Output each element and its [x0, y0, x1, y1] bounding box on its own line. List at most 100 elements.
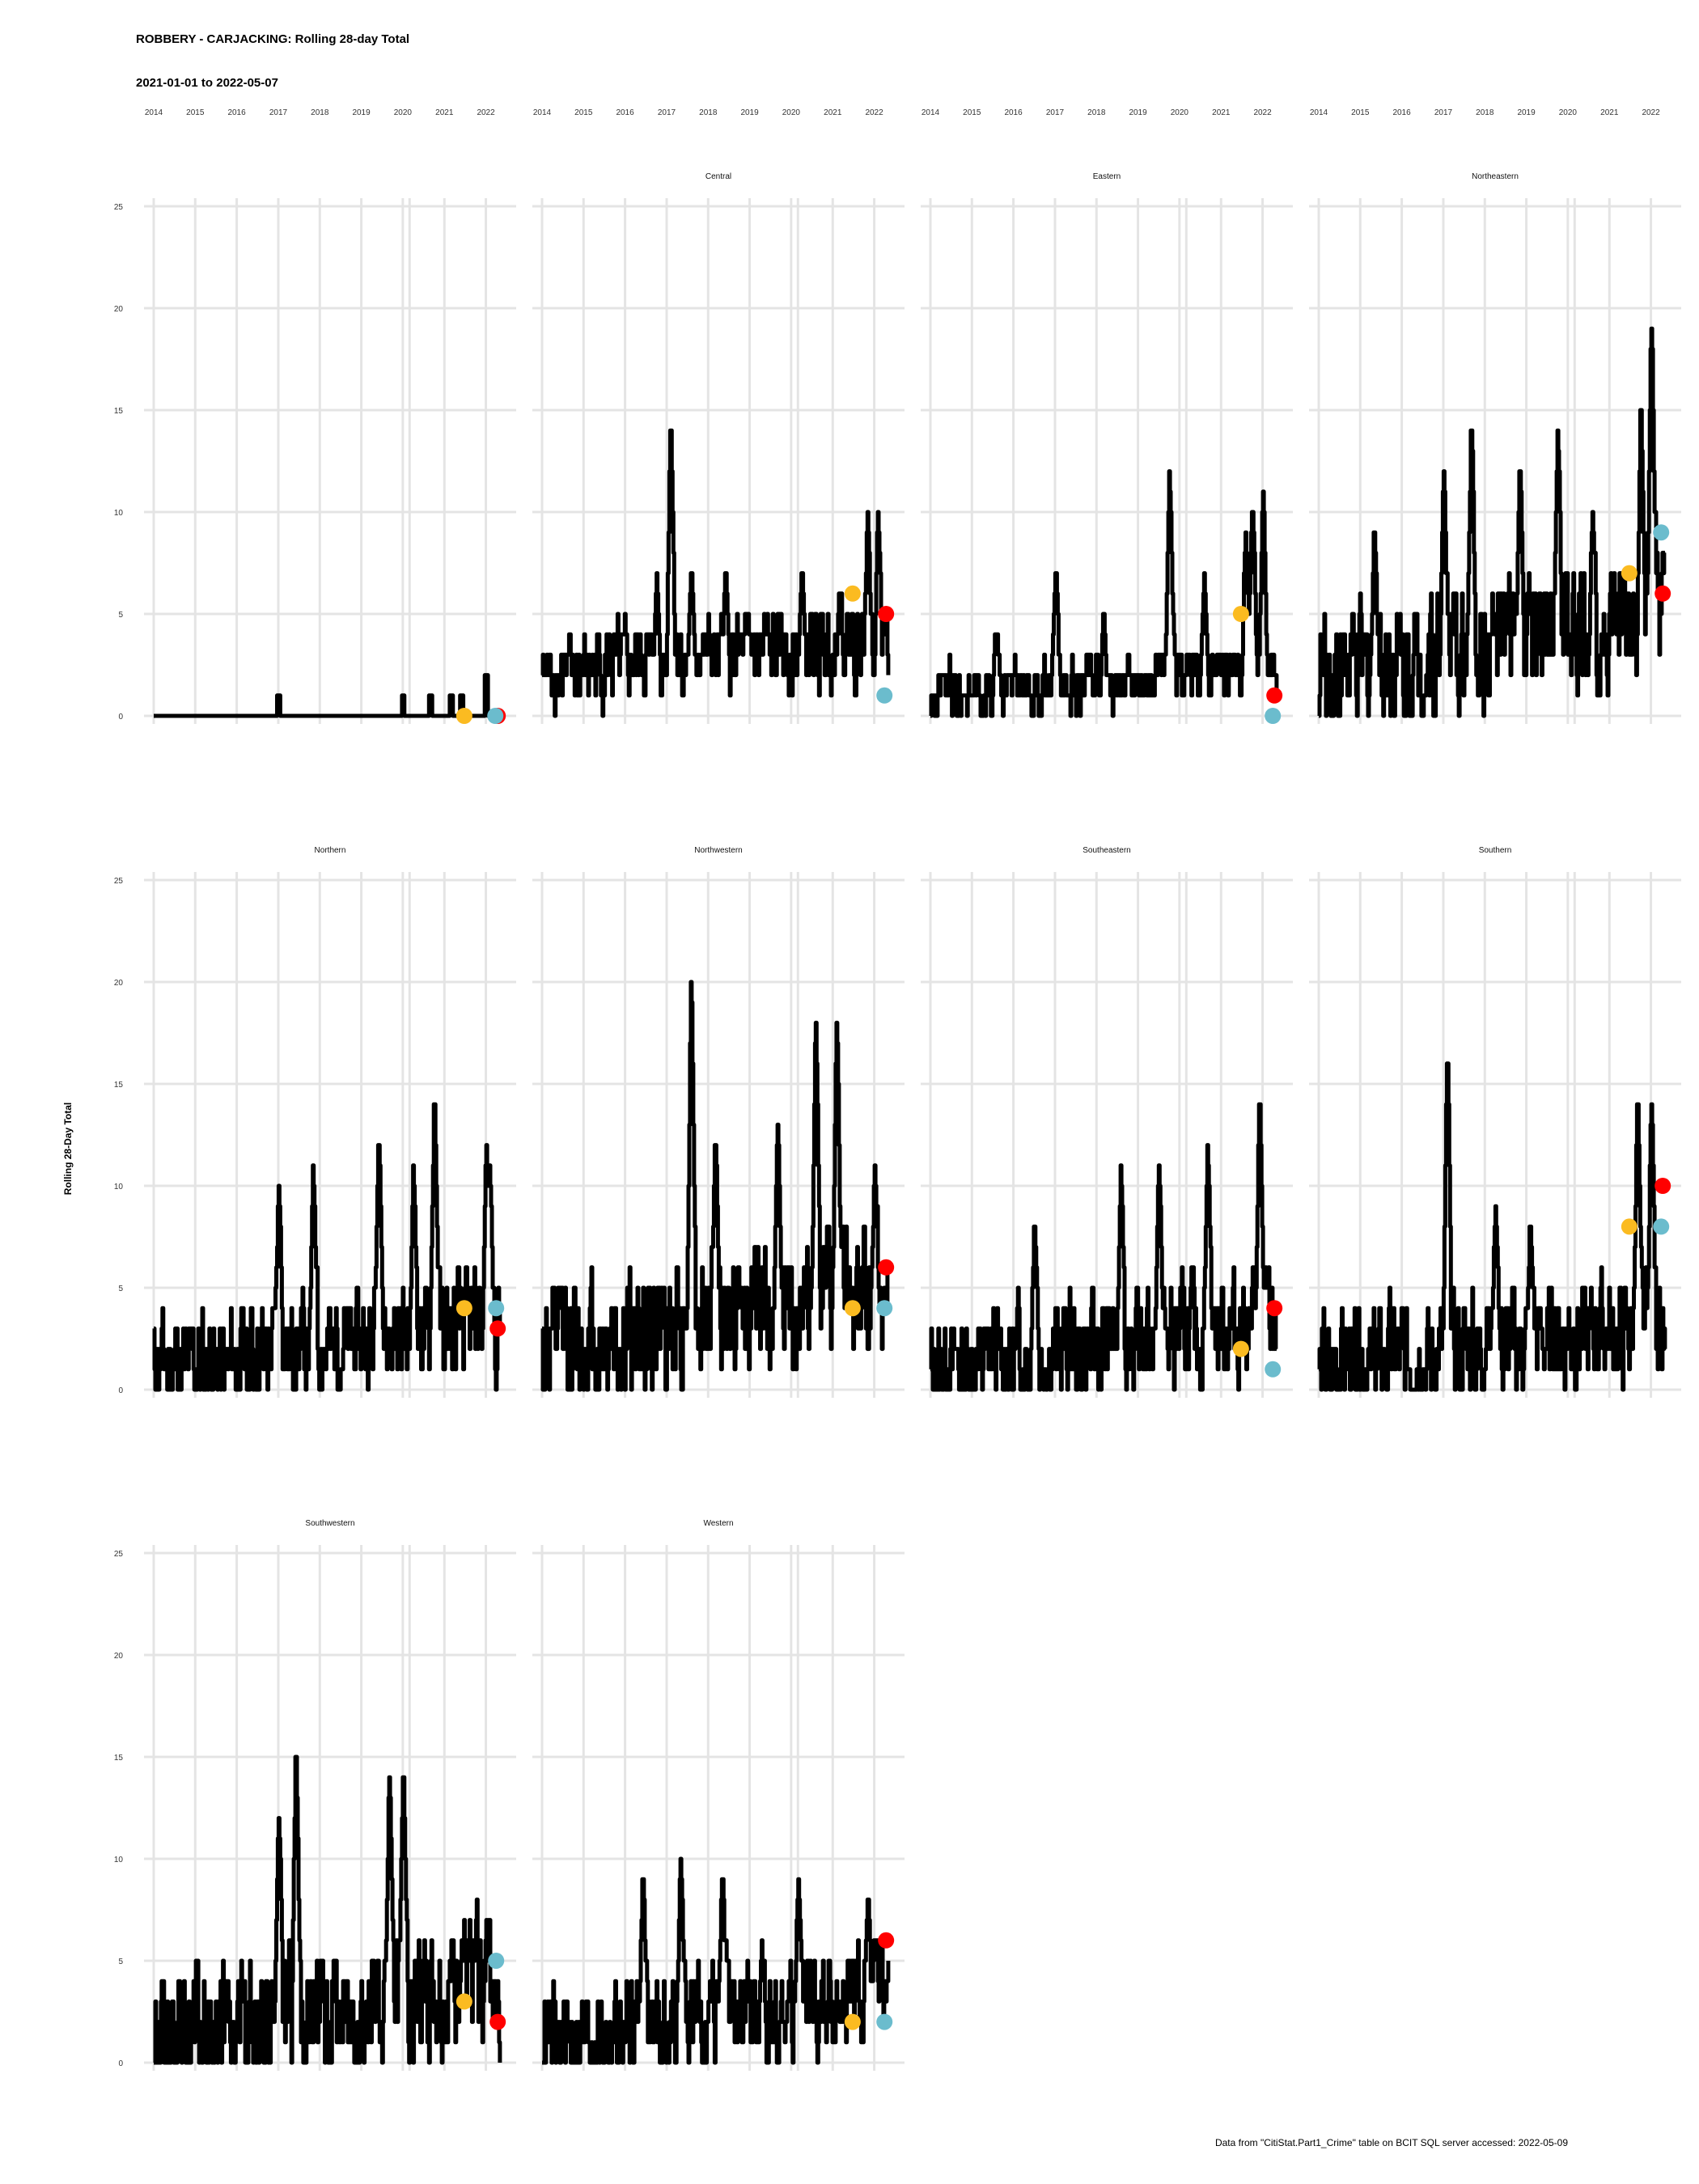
blue-point — [488, 1953, 505, 1969]
x-tick-label: 2021 — [1600, 108, 1619, 117]
y-tick-label: 25 — [114, 1550, 124, 1559]
x-tick-label: 2017 — [1046, 108, 1065, 117]
x-tick-label: 2014 — [145, 108, 163, 117]
x-tick-label: 2021 — [824, 108, 842, 117]
y-tick-label: 20 — [114, 305, 124, 314]
x-tick-label: 2016 — [227, 108, 246, 117]
y-tick-label: 0 — [118, 1386, 123, 1395]
facet-panel: Southwestern 0 5 10 15 20 25 — [114, 1519, 516, 2071]
x-tick-label: 2018 — [1476, 108, 1494, 117]
series-line — [540, 980, 890, 1392]
x-tick-label: 2019 — [352, 108, 371, 117]
x-tick-label: 2016 — [1392, 108, 1411, 117]
x-tick-label: 2022 — [477, 108, 495, 117]
yellow-point — [455, 1300, 472, 1317]
facet-title: Northeastern — [1472, 172, 1519, 181]
y-tick-label: 0 — [118, 2059, 123, 2068]
y-tick-label: 10 — [114, 509, 124, 518]
y-tick-label: 5 — [118, 1285, 123, 1293]
facet-panel: Northwestern — [532, 846, 905, 1398]
x-tick-label: 2018 — [311, 108, 329, 117]
x-tick-label: 2019 — [740, 108, 759, 117]
y-axis-label: Rolling 28-Day Total — [62, 1103, 74, 1195]
x-tick-label: 2021 — [435, 108, 454, 117]
facet-title: Northern — [315, 846, 346, 855]
x-tick-label: 2019 — [1517, 108, 1536, 117]
x-tick-label: 2018 — [699, 108, 718, 117]
yellow-point — [455, 708, 472, 724]
series-line — [152, 673, 502, 718]
facet-title: Northwestern — [694, 846, 742, 855]
x-tick-label: 2022 — [865, 108, 883, 117]
series-line — [152, 1102, 502, 1392]
red-point — [1266, 687, 1283, 704]
series-line — [152, 1754, 502, 2065]
y-tick-label: 5 — [118, 1958, 123, 1966]
y-tick-label: 15 — [114, 407, 124, 416]
facet-panel: Central 2014 2015 2016 2017 2018 2019 2020 2021 2… — [532, 108, 905, 724]
x-tick-label: 2015 — [963, 108, 981, 117]
facet-title: Southeastern — [1083, 846, 1131, 855]
y-tick-label: 20 — [114, 1652, 124, 1661]
yellow-point — [1232, 606, 1249, 622]
y-tick-label: 5 — [118, 611, 123, 620]
x-tick-label: 2015 — [574, 108, 593, 117]
blue-point — [488, 1300, 505, 1317]
series-line — [540, 1856, 891, 2065]
yellow-point — [844, 2013, 861, 2030]
chart-subtitle: 2021-01-01 to 2022-05-07 — [136, 76, 278, 90]
x-tick-label: 2014 — [922, 108, 940, 117]
y-tick-label: 25 — [114, 203, 124, 212]
x-tick-label: 2016 — [1004, 108, 1023, 117]
facet-title: Southwestern — [305, 1519, 354, 1528]
chart-title: ROBBERY - CARJACKING: Rolling 28-day Tot… — [136, 32, 409, 46]
red-point — [878, 1932, 895, 1949]
y-tick-label: 10 — [114, 1856, 124, 1864]
x-tick-label: 2018 — [1087, 108, 1106, 117]
chart-caption: Data from "CitiStat.Part1_Crime" table o… — [1215, 2137, 1568, 2148]
series-line — [540, 428, 891, 718]
blue-point — [1653, 1218, 1670, 1235]
blue-point — [1265, 1361, 1282, 1378]
x-tick-label: 2020 — [1171, 108, 1189, 117]
x-tick-label: 2021 — [1212, 108, 1231, 117]
x-tick-label: 2014 — [1310, 108, 1328, 117]
yellow-point — [844, 1300, 861, 1317]
facet-title: Western — [703, 1519, 733, 1528]
series-line — [1317, 326, 1667, 718]
x-tick-label: 2015 — [1351, 108, 1370, 117]
y-tick-label: 0 — [118, 713, 123, 722]
facet-title: Southern — [1479, 846, 1512, 855]
red-point — [878, 606, 895, 622]
red-point — [489, 1320, 506, 1337]
red-point — [878, 1259, 895, 1276]
blue-point — [1265, 708, 1282, 724]
x-tick-label: 2020 — [1559, 108, 1578, 117]
y-tick-label: 15 — [114, 1754, 124, 1763]
facet-panel: Southeastern — [921, 846, 1293, 1398]
facet-title: Eastern — [1093, 172, 1121, 181]
facet-panel: Northern 0 5 10 15 20 25 — [114, 846, 516, 1398]
red-point — [1655, 1178, 1671, 1194]
facet-panel: Southern — [1309, 846, 1681, 1398]
red-point — [1266, 1300, 1283, 1317]
red-point — [489, 2013, 506, 2030]
series-line — [929, 469, 1279, 718]
series-line — [929, 1102, 1278, 1392]
y-tick-label: 15 — [114, 1081, 124, 1090]
x-tick-label: 2020 — [782, 108, 801, 117]
x-tick-label: 2017 — [269, 108, 288, 117]
x-tick-label: 2022 — [1253, 108, 1272, 117]
y-tick-label: 25 — [114, 877, 124, 886]
blue-point — [876, 687, 893, 704]
x-tick-label: 2022 — [1642, 108, 1660, 117]
facet-panel: Northeastern 2014 2015 2016 2017 2018 2019 2020… — [1309, 108, 1681, 724]
yellow-point — [1232, 1340, 1249, 1357]
blue-point — [487, 708, 504, 724]
blue-point — [876, 1300, 893, 1317]
x-tick-label: 2019 — [1129, 108, 1147, 117]
red-point — [1655, 585, 1671, 602]
blue-point — [876, 2013, 893, 2030]
